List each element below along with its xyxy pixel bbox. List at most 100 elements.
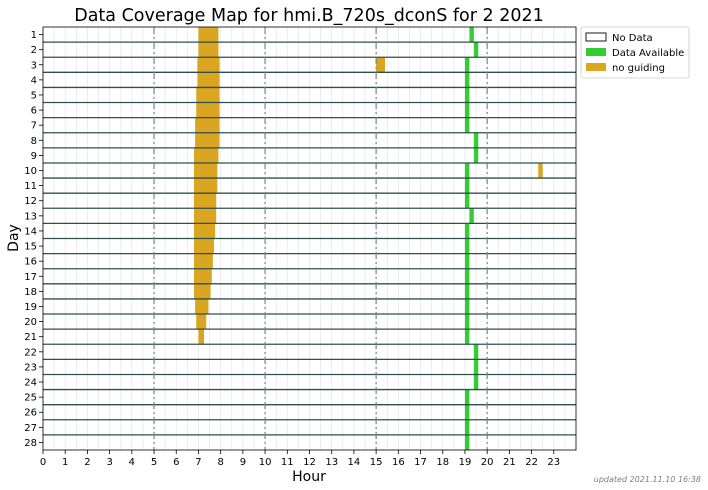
data-available-bar <box>464 102 470 118</box>
x-tick-label: 15 <box>370 457 383 468</box>
no-guiding-bar <box>194 208 217 224</box>
data-available-bar <box>464 178 470 194</box>
y-tick-label: 16 <box>24 257 37 268</box>
y-tick-label: 19 <box>24 302 37 313</box>
no-guiding-bar <box>194 193 217 209</box>
data-available-bar <box>473 42 479 58</box>
y-tick-label: 5 <box>31 90 37 101</box>
no-guiding-bar <box>538 162 543 179</box>
x-tick-label: 23 <box>547 457 560 468</box>
y-tick-label: 13 <box>24 211 37 222</box>
data-available-bar <box>464 268 470 284</box>
x-axis-ticks: 0 1 2 3 4 5 6 7 8 9 10 11 12 13 14 15 16 17 18 19 20 21 22 23 <box>40 450 560 468</box>
data-available-bar <box>464 434 470 450</box>
no-guiding-bar <box>376 57 386 73</box>
data-available-bar <box>464 404 470 420</box>
x-tick-label: 17 <box>414 457 427 468</box>
y-tick-label: 15 <box>24 242 37 253</box>
no-guiding-bar <box>194 223 216 239</box>
legend-swatch-noguiding <box>586 63 606 71</box>
y-tick-label: 28 <box>24 438 37 449</box>
x-tick-label: 8 <box>217 457 223 468</box>
legend: No Data Data Available no guiding <box>580 26 690 79</box>
x-tick-label: 3 <box>106 457 112 468</box>
data-available-bar <box>464 117 470 133</box>
major-hour-lines <box>153 27 488 450</box>
data-available-bar <box>473 359 479 375</box>
no-guiding-bar <box>195 117 220 133</box>
x-tick-label: 2 <box>84 457 90 468</box>
data-available-bar <box>473 374 479 390</box>
y-tick-label: 12 <box>24 196 37 207</box>
data-available-bar <box>473 132 479 148</box>
updated-timestamp: updated 2021.11.10 16:38 <box>594 475 701 484</box>
data-available-bar <box>469 208 474 224</box>
no-guiding-bar <box>194 147 219 163</box>
x-axis-label: Hour <box>292 469 326 485</box>
y-tick-label: 8 <box>31 136 37 147</box>
no-guiding-bar <box>194 178 218 194</box>
no-guiding-bar <box>196 102 220 118</box>
coverage-bars <box>194 27 543 450</box>
legend-box <box>580 26 690 79</box>
x-tick-label: 7 <box>195 457 201 468</box>
x-tick-label: 20 <box>481 457 494 468</box>
y-tick-label: 11 <box>24 181 37 192</box>
y-tick-label: 25 <box>24 393 37 404</box>
no-guiding-bar <box>194 162 218 179</box>
y-tick-label: 20 <box>24 317 37 328</box>
legend-label-nodata: No Data <box>612 33 653 44</box>
x-tick-label: 14 <box>348 457 361 468</box>
x-tick-label: 11 <box>281 457 294 468</box>
no-guiding-bar <box>198 27 219 43</box>
data-available-bar <box>464 57 470 73</box>
y-axis-label: Day <box>6 224 22 252</box>
legend-swatch-available <box>586 48 606 56</box>
data-available-bar <box>464 72 470 88</box>
y-tick-label: 10 <box>24 166 37 177</box>
y-tick-label: 18 <box>24 287 37 298</box>
x-tick-label: 4 <box>129 457 135 468</box>
data-available-bar <box>464 253 470 269</box>
x-tick-label: 5 <box>151 457 157 468</box>
data-available-bar <box>464 329 470 345</box>
data-available-bar <box>469 27 474 43</box>
data-available-bar <box>464 162 470 179</box>
data-available-bar <box>464 314 470 330</box>
no-guiding-bar <box>196 87 220 103</box>
no-guiding-bar <box>198 42 219 58</box>
data-available-bar <box>464 87 470 103</box>
y-tick-label: 7 <box>31 121 37 132</box>
legend-label-available: Data Available <box>612 48 684 59</box>
y-tick-label: 21 <box>24 332 37 343</box>
data-available-bar <box>464 223 470 239</box>
y-tick-label: 4 <box>31 75 37 86</box>
x-tick-label: 13 <box>325 457 338 468</box>
x-tick-label: 18 <box>436 457 449 468</box>
legend-label-noguiding: no guiding <box>612 63 665 74</box>
legend-swatch-nodata <box>585 32 607 42</box>
y-tick-label: 26 <box>24 408 37 419</box>
chart-title: Data Coverage Map for hmi.B_720s_dconS f… <box>74 6 544 26</box>
data-available-bar <box>473 344 479 360</box>
x-tick-label: 22 <box>525 457 538 468</box>
no-guiding-bar <box>194 253 213 269</box>
x-tick-label: 10 <box>259 457 272 468</box>
y-tick-label: 6 <box>31 106 37 117</box>
no-guiding-bar <box>196 314 207 330</box>
x-tick-label: 0 <box>40 457 46 468</box>
x-tick-label: 19 <box>459 457 472 468</box>
x-tick-label: 16 <box>392 457 405 468</box>
no-guiding-bar <box>197 72 220 88</box>
no-guiding-bar <box>195 298 209 315</box>
no-guiding-bar <box>194 268 212 284</box>
data-available-bar <box>473 147 479 163</box>
no-guiding-bar <box>194 238 215 254</box>
x-tick-label: 21 <box>503 457 516 468</box>
data-available-bar <box>464 389 470 405</box>
y-tick-label: 3 <box>31 60 37 71</box>
x-tick-label: 12 <box>303 457 316 468</box>
data-available-bar <box>464 419 470 435</box>
x-tick-label: 9 <box>240 457 246 468</box>
